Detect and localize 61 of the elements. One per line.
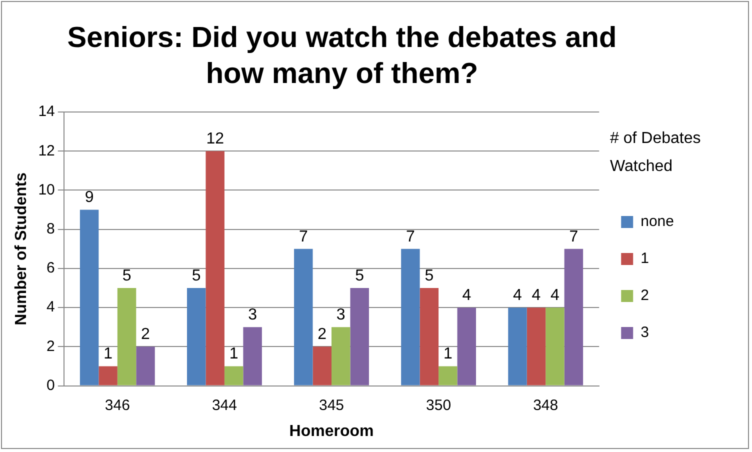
data-label: 5 xyxy=(355,267,364,284)
bar xyxy=(294,248,313,386)
bar xyxy=(206,151,224,386)
data-label: 4 xyxy=(462,286,472,304)
y-tick-label: 14 xyxy=(38,103,55,120)
bar xyxy=(186,288,206,386)
data-label: 7 xyxy=(569,228,578,246)
bar xyxy=(457,308,476,386)
bar xyxy=(401,248,420,386)
bar xyxy=(350,288,369,386)
data-label: 12 xyxy=(206,130,224,148)
bar xyxy=(224,366,244,386)
y-tick-label: 0 xyxy=(46,376,55,394)
y-tick-label: 8 xyxy=(46,220,55,238)
data-label: 2 xyxy=(141,326,150,344)
data-label: 1 xyxy=(229,346,238,363)
bar xyxy=(117,288,136,386)
data-label: 3 xyxy=(248,306,258,324)
legend-label: none xyxy=(640,213,724,230)
legend-label: 1 xyxy=(640,250,699,268)
x-tick-label: 344 xyxy=(212,396,237,414)
y-tick-label: 2 xyxy=(46,338,55,355)
y-tick-label: 6 xyxy=(46,260,55,277)
bar xyxy=(243,327,262,386)
data-label: 4 xyxy=(550,286,560,304)
x-tick-label: 350 xyxy=(426,396,452,414)
data-label: 7 xyxy=(298,228,308,246)
bar xyxy=(136,346,155,386)
data-label: 9 xyxy=(84,189,94,206)
chart-title: Seniors: Did you watch the debates and how many of them? xyxy=(66,21,618,92)
legend-label: 3 xyxy=(640,324,699,342)
y-tick-label: 10 xyxy=(38,181,55,198)
data-label: 5 xyxy=(192,267,201,284)
data-label: 3 xyxy=(336,306,346,324)
data-label: 5 xyxy=(424,267,434,284)
data-label: 4 xyxy=(532,286,541,304)
data-label: 1 xyxy=(104,346,113,363)
x-tick-label: 348 xyxy=(533,396,558,414)
bar xyxy=(526,308,546,386)
bar xyxy=(420,288,439,386)
x-axis-title: Homeroom xyxy=(289,422,374,440)
y-tick-label: 12 xyxy=(38,142,55,160)
bar xyxy=(98,366,118,386)
bar xyxy=(508,308,527,386)
data-label: 7 xyxy=(406,228,415,246)
bar xyxy=(312,346,332,386)
bar xyxy=(546,308,564,386)
x-tick-label: 345 xyxy=(318,396,344,414)
data-label: 5 xyxy=(122,267,132,284)
legend-title: # of Debates Watched xyxy=(610,129,702,177)
data-label: 1 xyxy=(443,346,452,363)
bar xyxy=(564,248,584,386)
data-label: 2 xyxy=(318,326,327,344)
y-tick-label: 4 xyxy=(46,298,55,316)
data-label: 4 xyxy=(513,286,522,304)
legend-label: 2 xyxy=(640,287,699,304)
bar xyxy=(438,366,458,386)
bar xyxy=(80,210,99,386)
y-axis-title: Number of Students xyxy=(13,172,30,326)
bar xyxy=(332,327,350,386)
x-tick-label: 346 xyxy=(104,396,130,414)
